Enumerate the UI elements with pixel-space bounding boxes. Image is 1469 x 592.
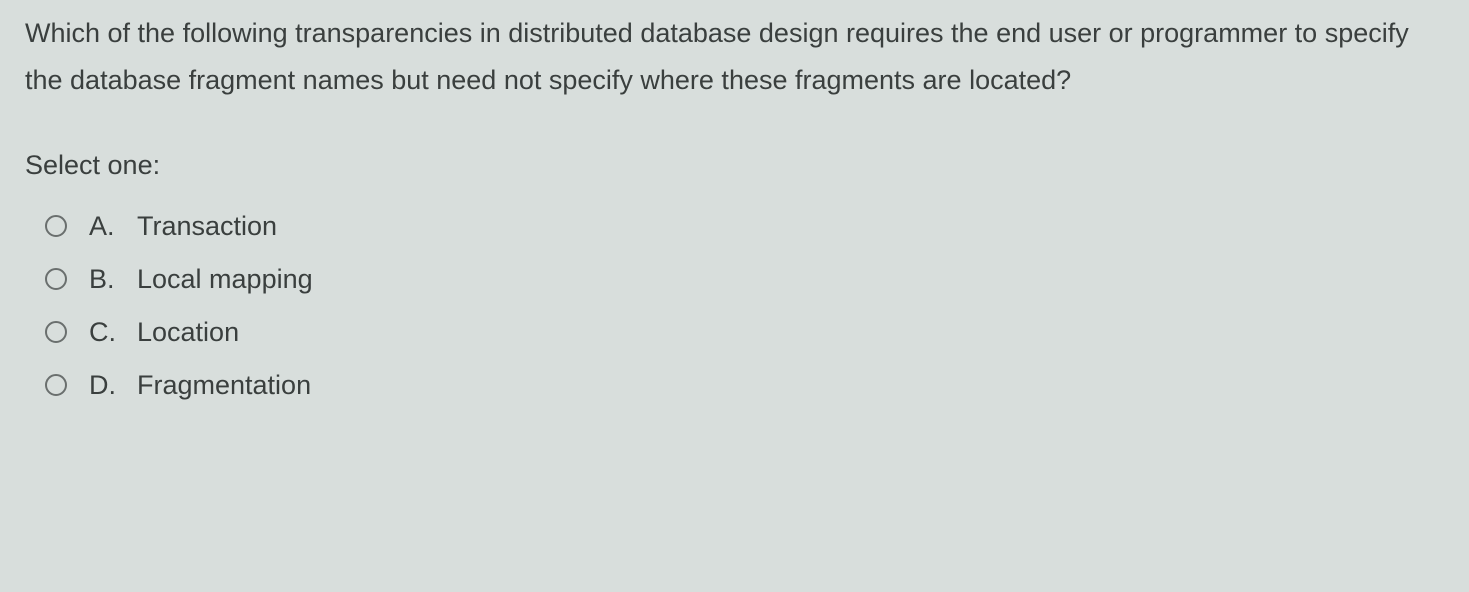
option-label: Location [137,317,239,348]
radio-c[interactable] [45,321,67,343]
option-a[interactable]: A. Transaction [45,211,1444,242]
option-letter: D. [89,370,119,401]
option-label: Local mapping [137,264,313,295]
option-letter: C. [89,317,119,348]
option-label: Transaction [137,211,277,242]
select-prompt: Select one: [25,150,1444,181]
option-d[interactable]: D. Fragmentation [45,370,1444,401]
option-b[interactable]: B. Local mapping [45,264,1444,295]
question-text: Which of the following transparencies in… [25,10,1444,105]
option-c[interactable]: C. Location [45,317,1444,348]
option-label: Fragmentation [137,370,311,401]
options-group: A. Transaction B. Local mapping C. Locat… [25,211,1444,401]
radio-a[interactable] [45,215,67,237]
radio-b[interactable] [45,268,67,290]
radio-d[interactable] [45,374,67,396]
option-letter: B. [89,264,119,295]
option-letter: A. [89,211,119,242]
